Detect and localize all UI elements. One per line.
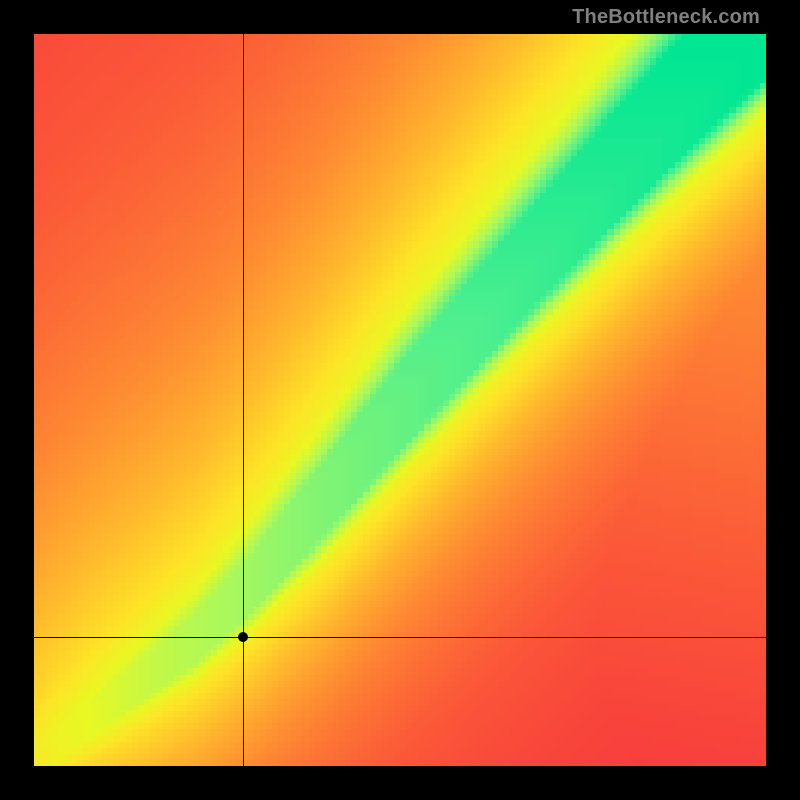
crosshair-horizontal xyxy=(34,637,766,638)
heatmap-canvas xyxy=(0,0,800,800)
watermark-text: TheBottleneck.com xyxy=(572,6,760,29)
heatmap-frame: TheBottleneck.com xyxy=(0,0,800,800)
crosshair-vertical xyxy=(243,34,244,766)
crosshair-marker xyxy=(238,632,248,642)
